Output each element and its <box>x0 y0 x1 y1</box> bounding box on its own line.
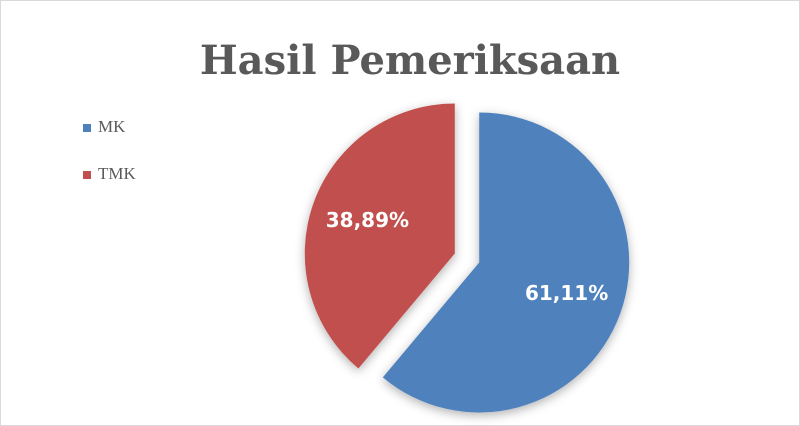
legend-marker <box>83 124 91 132</box>
pie-slice <box>304 103 455 369</box>
data-label: 61,11% <box>525 281 608 305</box>
data-label: 38,89% <box>326 208 409 232</box>
chart-title: Hasil Pemeriksaan <box>200 37 620 84</box>
legend-label: TMK <box>98 164 137 183</box>
legend-label: MK <box>98 117 126 136</box>
legend-marker <box>83 171 91 179</box>
pie-slice <box>382 112 630 413</box>
